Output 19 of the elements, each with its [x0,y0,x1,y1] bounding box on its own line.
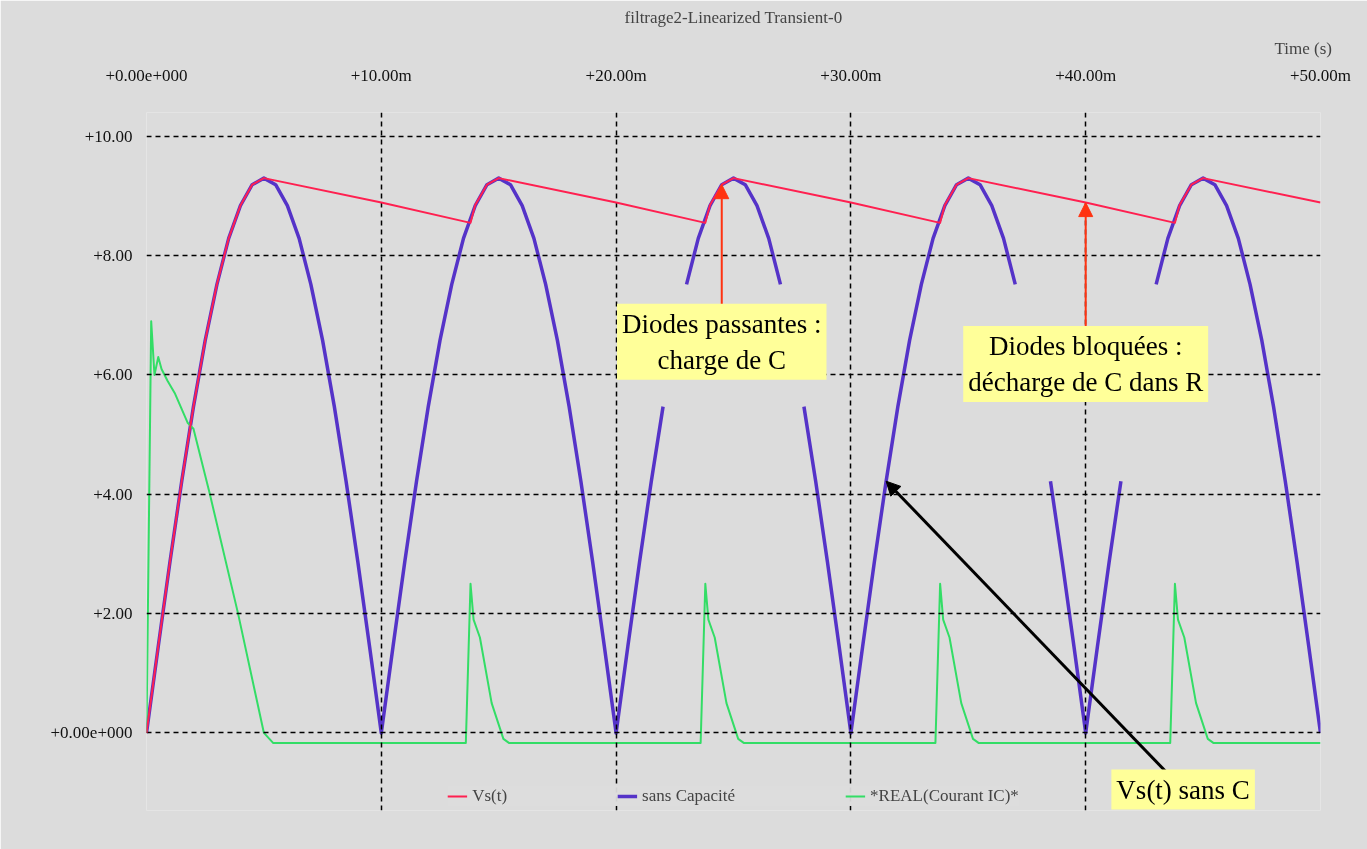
y-tick-label: +4.00 [93,484,133,504]
y-tick-label: +0.00e+000 [50,723,133,743]
chart-title: filtrage2-Linearized Transient-0 [624,7,843,27]
annotation: Diodes bloquées : décharge de C dans R [968,331,1204,397]
x-tick-label: +40.00m [1055,65,1117,85]
y-tick-label: +2.00 [93,604,133,624]
legend-label: *REAL(Courant IC)* [870,786,1019,806]
annotation: Vs(t) sans C [1116,774,1250,805]
legend-label: sans Capacité [642,786,736,806]
y-tick-label: +8.00 [93,246,133,266]
x-axis-title: Time (s) [1274,38,1332,58]
x-tick-label: +50.00m [1289,65,1352,85]
x-tick-label: +30.00m [820,65,882,85]
x-tick-label: +20.00m [585,65,647,85]
y-tick-label: +6.00 [93,365,133,385]
annotation: Diodes passantes : charge de C [622,308,822,375]
y-tick-label: +10.00 [84,126,133,146]
x-tick-label: +10.00m [350,65,412,85]
legend-label: Vs(t) [472,786,508,806]
